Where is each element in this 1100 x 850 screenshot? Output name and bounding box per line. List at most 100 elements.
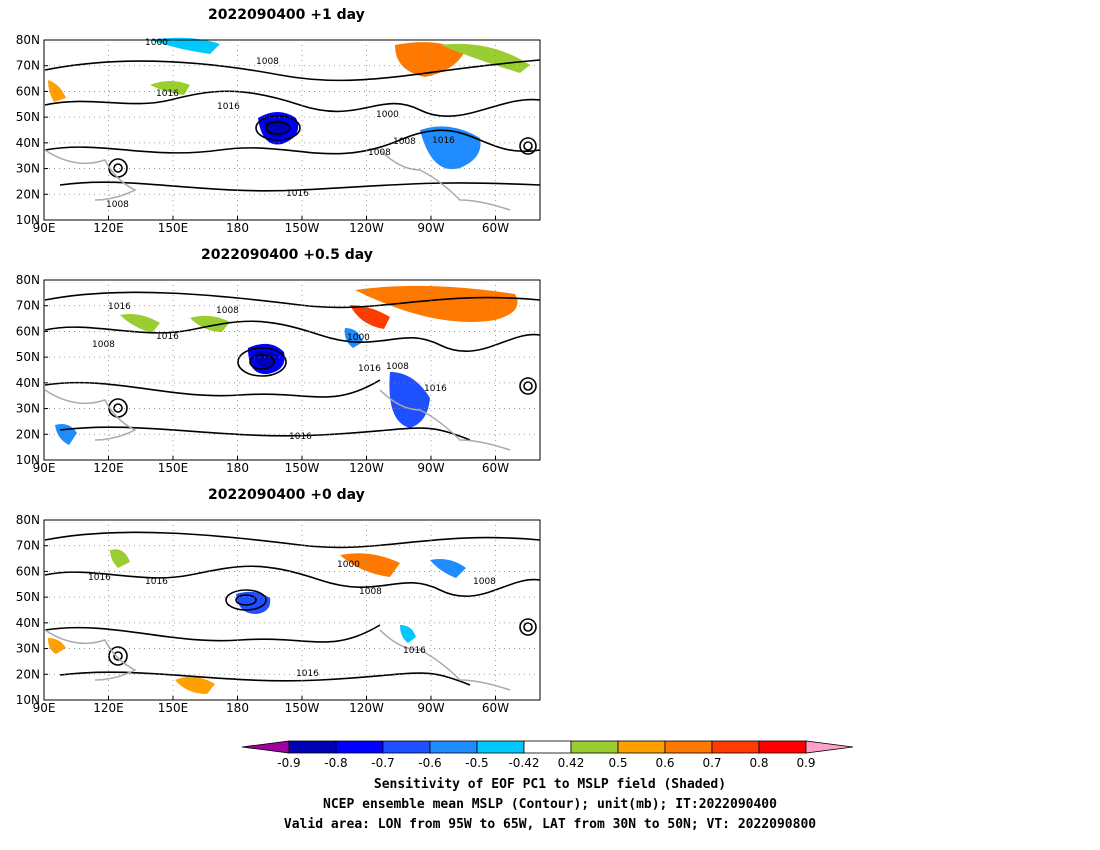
contour-label: 1016	[156, 332, 179, 342]
lat-label: 50N	[16, 350, 40, 364]
contour-label: 1016	[289, 432, 312, 442]
shading	[55, 285, 518, 445]
lon-label: 120E	[93, 701, 124, 715]
lon-label: 120W	[349, 221, 384, 235]
lon-label: 180	[226, 461, 249, 475]
contour-label: 1008	[359, 587, 382, 597]
contour-label: 1000	[145, 38, 168, 48]
negative-shading	[400, 625, 416, 643]
contour-label: 1008	[256, 57, 279, 67]
panel-title: 2022090400 +0.5 day	[201, 247, 373, 263]
lon-label: 60W	[482, 221, 509, 235]
colorbar-box	[476, 740, 525, 754]
positive-shading	[350, 305, 390, 329]
negative-shading	[344, 328, 363, 348]
lon-label: 90E	[33, 221, 56, 235]
lon-label: 120W	[349, 701, 384, 715]
lat-label: 20N	[16, 667, 40, 681]
contour-label: 1008	[393, 137, 416, 147]
colorbar: -0.9 -0.8 -0.7 -0.6 -0.5 -0.42 0.42 0.5 0.6 0.7 0.…	[241, 740, 854, 770]
coastlines	[44, 149, 511, 211]
lon-label: 90W	[417, 701, 444, 715]
lat-label: 80N	[16, 273, 40, 287]
negative-shading	[389, 372, 430, 428]
contour-labels: 1000 1008 1016 1016 1000 1008 1008 1016 …	[106, 38, 455, 210]
colorbar-ticks: -0.9 -0.8 -0.7 -0.6 -0.5 -0.42 0.42 0.5 0.6 0.7 0.…	[277, 756, 815, 770]
contour-label: 1016	[286, 189, 309, 199]
longitude-axis: 90E 120E 150E 180 150W 120W 90W 60W	[33, 696, 509, 715]
contour-labels: 1016 1016 1000 1008 1008 1016 1016	[88, 560, 496, 679]
lon-label: 150W	[285, 701, 320, 715]
lon-label: 150W	[285, 461, 320, 475]
contour-label: 1016	[432, 136, 455, 146]
lon-label: 150E	[158, 701, 189, 715]
contour-label: 1008	[386, 362, 409, 372]
lat-label: 80N	[16, 513, 40, 527]
contour-label: 1008	[368, 148, 391, 158]
lat-label: 80N	[16, 33, 40, 47]
coastlines	[44, 389, 511, 451]
colorbar-tick-label: -0.42	[508, 756, 539, 770]
positive-shading	[190, 315, 230, 332]
lat-label: 40N	[16, 616, 40, 630]
lat-label: 30N	[16, 642, 40, 656]
contour-label: 1016	[156, 89, 179, 99]
colorbar-box	[664, 740, 713, 754]
positive-shading	[175, 676, 215, 694]
colorbar-box	[335, 740, 384, 754]
lat-label: 40N	[16, 136, 40, 150]
lon-label: 90E	[33, 461, 56, 475]
colorbar-tick-label: -0.8	[324, 756, 347, 770]
contour-label: 1016	[217, 102, 240, 112]
lat-label: 20N	[16, 187, 40, 201]
lat-label: 70N	[16, 539, 40, 553]
negative-shading	[150, 37, 220, 54]
colorbar-tick-label: -0.7	[371, 756, 394, 770]
lon-label: 90W	[417, 461, 444, 475]
lat-label: 30N	[16, 402, 40, 416]
colorbar-high-extension	[805, 740, 854, 754]
colorbar-box	[429, 740, 478, 754]
colorbar-box	[617, 740, 666, 754]
lat-label: 50N	[16, 590, 40, 604]
latitude-axis: 80N 70N 60N 50N 40N 30N 20N 10N	[16, 273, 48, 467]
lat-label: 40N	[16, 376, 40, 390]
lon-label: 150W	[285, 221, 320, 235]
lon-label: 90E	[33, 701, 56, 715]
map-frame	[43, 39, 541, 221]
lon-label: 90W	[417, 221, 444, 235]
positive-shading	[120, 314, 160, 333]
lat-label: 10N	[16, 453, 40, 467]
contour-label: 1016	[424, 384, 447, 394]
lon-label: 120E	[93, 461, 124, 475]
panel-title: 2022090400 +0 day	[208, 487, 365, 503]
contour-label: 1000	[347, 333, 370, 343]
lat-label: 20N	[16, 427, 40, 441]
colorbar-box	[570, 740, 619, 754]
contour-label: 1008	[92, 340, 115, 350]
colorbar-box	[382, 740, 431, 754]
longitude-axis: 90E 120E 150E 180 150W 120W 90W 60W	[33, 216, 509, 235]
positive-shading	[48, 638, 66, 654]
contour-label: 1008	[216, 306, 239, 316]
contour-label: 1000	[376, 110, 399, 120]
contour-label: 1016	[88, 573, 111, 583]
map-panel-3: 1016 1016 1000 1008 1008 1016 1016 80N 70…	[16, 513, 541, 715]
map-frame	[43, 279, 541, 461]
contour-label: 1008	[106, 200, 129, 210]
colorbar-boxes	[241, 740, 854, 754]
lon-label: 180	[226, 701, 249, 715]
lat-label: 30N	[16, 162, 40, 176]
colorbar-tick-label: 0.8	[749, 756, 768, 770]
latitude-axis: 80N 70N 60N 50N 40N 30N 20N 10N	[16, 33, 48, 227]
grid	[44, 280, 540, 460]
lon-label: 60W	[482, 701, 509, 715]
lon-label: 180	[226, 221, 249, 235]
lat-label: 60N	[16, 84, 40, 98]
colorbar-box	[758, 740, 807, 754]
positive-shading	[355, 285, 518, 322]
longitude-axis: 90E 120E 150E 180 150W 120W 90W 60W	[33, 456, 509, 475]
colorbar-box	[523, 740, 572, 754]
lon-label: 150E	[158, 221, 189, 235]
lat-label: 10N	[16, 213, 40, 227]
